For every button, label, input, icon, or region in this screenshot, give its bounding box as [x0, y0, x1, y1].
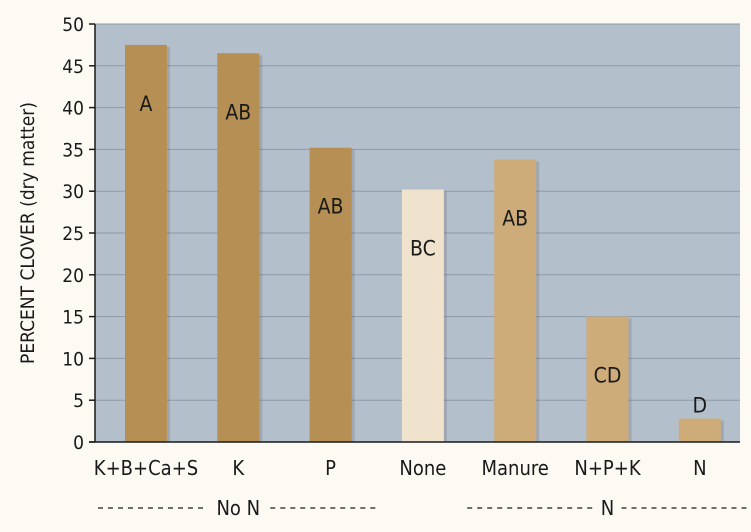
y-tick-label: 50	[62, 14, 84, 36]
y-tick-label: 0	[73, 432, 84, 454]
group-label: No N	[216, 496, 260, 520]
category-label: P	[325, 456, 336, 480]
bars	[125, 44, 724, 443]
y-tick-label: 15	[62, 307, 84, 329]
y-tick-label: 10	[62, 348, 84, 370]
bar-n-p-k	[586, 316, 629, 442]
category-label: None	[399, 456, 446, 480]
bar-manure	[494, 159, 537, 442]
bar-letter-label: A	[140, 92, 153, 116]
bar-letter-label: AB	[502, 206, 528, 230]
y-tick-label: 40	[62, 98, 84, 120]
category-label: N	[693, 456, 706, 480]
category-label: Manure	[481, 456, 548, 480]
category-labels: K+B+Ca+S K P None Manure N+P+K N	[94, 456, 707, 480]
bar-letter-labels: A AB AB BC AB CD D	[140, 92, 708, 418]
bar-n	[678, 418, 721, 442]
bar-letter-label: AB	[318, 195, 344, 219]
group-label: N	[601, 496, 614, 520]
y-axis-title: PERCENT CLOVER (dry matter)	[17, 102, 39, 364]
y-tick-label: 5	[73, 390, 84, 412]
category-label: K	[232, 456, 245, 480]
y-tick-labels: 0 5 10 15 20 25 30 35 40 45 50	[62, 14, 84, 454]
bar-k	[217, 53, 260, 442]
bar-p	[309, 147, 352, 442]
bar-k-b-ca-s	[125, 44, 167, 443]
category-label: K+B+Ca+S	[94, 456, 198, 480]
bar-letter-label: CD	[594, 364, 622, 388]
y-tick-label: 35	[62, 139, 84, 161]
axes	[89, 23, 740, 443]
bar-letter-label: BC	[410, 237, 436, 261]
bar-letter-label: D	[693, 394, 708, 418]
category-label: N+P+K	[574, 456, 641, 480]
y-tick-label: 30	[62, 181, 84, 203]
y-tick-label: 25	[62, 223, 84, 245]
y-tick-label: 45	[62, 56, 84, 78]
y-tick-label: 20	[62, 265, 84, 287]
bar-letter-label: AB	[225, 100, 251, 124]
bar-none	[401, 189, 444, 442]
group-labels: No N N	[98, 496, 748, 520]
